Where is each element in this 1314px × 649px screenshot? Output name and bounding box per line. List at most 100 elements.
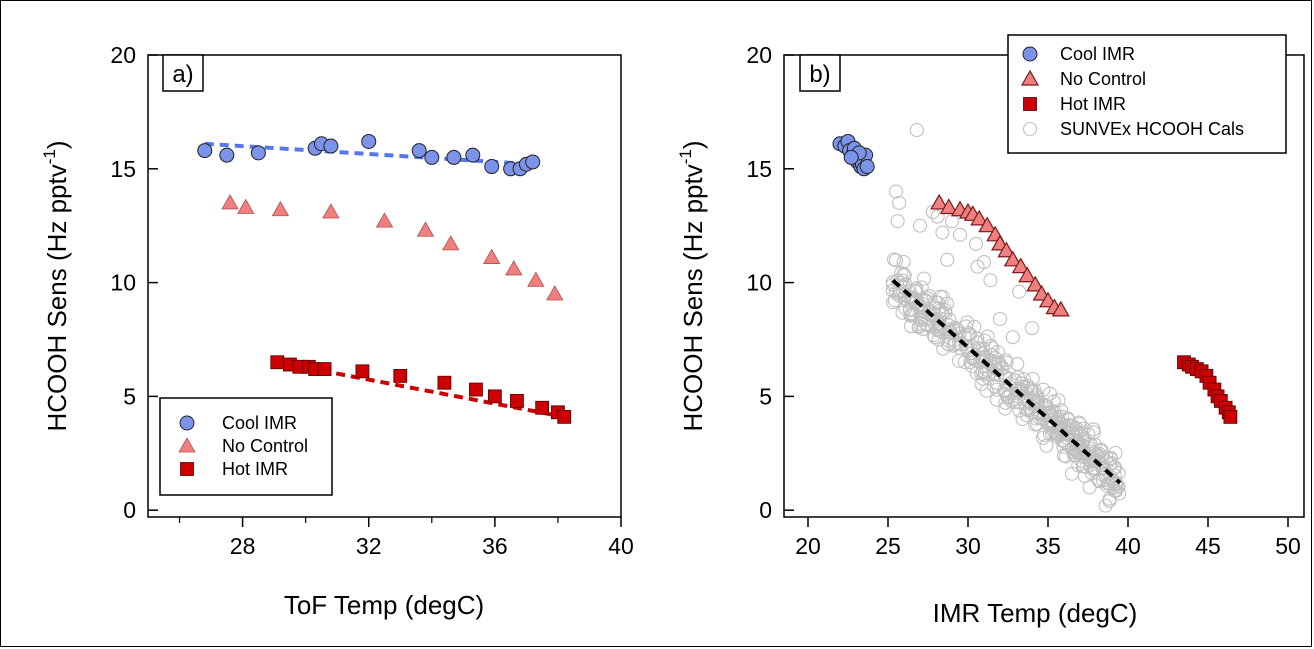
cal-point [1016, 372, 1032, 387]
cal-point [998, 353, 1013, 368]
cal-point [968, 236, 984, 251]
fit-line [204, 141, 533, 167]
cal-point [1020, 378, 1035, 393]
cal-point [906, 291, 921, 306]
legend-label: Cool IMR [1060, 44, 1135, 64]
y-tick-label: 0 [123, 497, 136, 523]
data-point [1003, 250, 1022, 267]
data-point [437, 375, 452, 390]
cal-point [940, 252, 955, 267]
data-point [483, 248, 501, 264]
data-point [978, 216, 997, 233]
y-tick-label: 5 [123, 383, 136, 409]
data-point [1051, 300, 1070, 317]
y-tick-label: 10 [110, 270, 136, 296]
panel-a-ylabel: HCOOH Sens (Hz pptv-1) [40, 140, 72, 431]
data-point [843, 149, 859, 165]
cal-point [944, 214, 960, 229]
cal-point [1012, 284, 1027, 299]
legend-marker [1022, 46, 1038, 62]
panel-a-xlabel: ToF Temp (degC) [284, 590, 484, 620]
x-tick-label: 40 [1115, 533, 1141, 559]
cal-point [935, 290, 950, 305]
data-point [930, 193, 949, 210]
data-point [361, 133, 377, 149]
cal-point [1081, 427, 1096, 442]
data-point [355, 364, 370, 379]
cal-point [998, 395, 1013, 410]
data-point [1026, 275, 1045, 292]
cal-point [1099, 478, 1115, 493]
panel-a-ylabel-close: ) [42, 140, 72, 149]
cal-point [902, 302, 917, 317]
cal-point [941, 337, 956, 352]
cal-point [935, 305, 950, 320]
panel-a-plot-area [147, 54, 622, 518]
cal-point [981, 370, 996, 385]
panel-b-ylabel-close: ) [678, 140, 708, 149]
legend-marker [178, 437, 196, 453]
data-point [469, 382, 483, 397]
x-tick-label: 35 [1035, 533, 1061, 559]
cal-point [942, 322, 957, 337]
cal-point [895, 305, 910, 320]
panel-a-label-box [162, 54, 204, 92]
data-point [487, 389, 502, 404]
panel-a-legend: Cool IMR No Control Hot IMR [159, 397, 333, 496]
panel-b-ylabel-sup: -1 [676, 149, 695, 164]
cal-point [1024, 321, 1040, 336]
cal-point [983, 273, 998, 288]
data-point [484, 159, 500, 175]
panel-a-ticks: 0 5 10 15 20 28 32 36 40 [110, 42, 633, 559]
cal-point [889, 253, 904, 268]
cal-point [989, 382, 1004, 397]
legend-label: No Control [1060, 69, 1146, 89]
cal-point [912, 218, 928, 233]
cal-point [888, 184, 904, 199]
data-point [322, 203, 340, 219]
cal-point [1108, 476, 1123, 491]
cal-point [989, 375, 1005, 391]
data-point [505, 260, 523, 276]
data-point [465, 147, 481, 163]
data-point [525, 154, 541, 170]
cal-point [1056, 448, 1072, 463]
data-point [510, 394, 524, 408]
data-point [271, 200, 290, 217]
panel-a-marks [197, 133, 572, 424]
cal-point [1108, 483, 1123, 499]
cal-point [892, 195, 907, 210]
legend-marker [180, 462, 194, 476]
data-point [375, 212, 394, 228]
cal-point [970, 331, 985, 346]
cal-point [977, 333, 992, 348]
y-tick-label: 10 [746, 270, 772, 296]
cal-point [935, 225, 950, 240]
cal-point [920, 291, 935, 306]
y-tick-label: 5 [759, 383, 772, 409]
data-point [997, 241, 1016, 258]
panel-b-legend-box [1007, 34, 1287, 154]
data-point [1011, 257, 1030, 274]
x-tick-label: 45 [1195, 533, 1221, 559]
data-point [411, 143, 427, 159]
cal-point [1035, 430, 1050, 445]
x-tick-label: 36 [482, 533, 508, 559]
x-tick-label: 25 [875, 533, 901, 559]
data-point [546, 285, 564, 301]
x-tick-label: 20 [795, 533, 821, 559]
cal-point [930, 209, 945, 224]
cal-point [926, 306, 941, 321]
data-point [219, 147, 235, 163]
cal-point [1038, 399, 1053, 414]
legend-label: Hot IMR [222, 459, 288, 479]
y-tick-label: 20 [746, 42, 772, 68]
cal-point [941, 333, 956, 348]
y-tick-label: 15 [746, 156, 772, 182]
cal-point [976, 255, 992, 270]
legend-label: Hot IMR [1060, 94, 1126, 114]
cal-point [1071, 440, 1086, 455]
panel-a-ylabel-sup: -1 [40, 149, 59, 164]
cal-point [936, 341, 951, 356]
